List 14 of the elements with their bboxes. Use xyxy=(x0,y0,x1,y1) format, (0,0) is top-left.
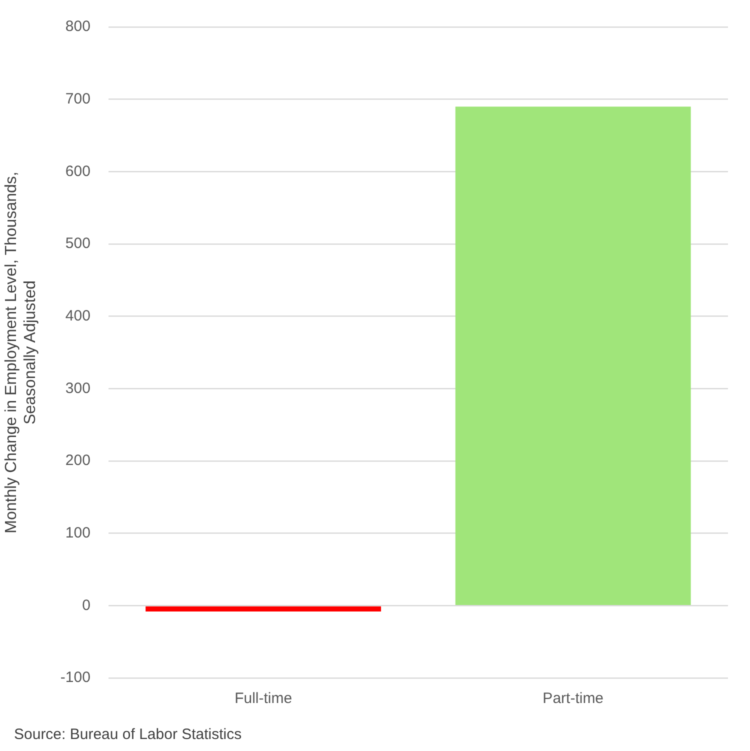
y-axis-title: Monthly Change in Employment Level, Thousands, Seasonally Adjusted xyxy=(3,172,40,534)
y-tick-label: 600 xyxy=(65,162,90,180)
y-tick-label: 800 xyxy=(65,18,90,36)
y-tick-label: 300 xyxy=(65,380,90,397)
y-tick-label: -100 xyxy=(60,669,90,686)
x-tick-label: Part-time xyxy=(542,690,604,708)
y-tick-label: 500 xyxy=(65,235,90,252)
y-tick-label: 700 xyxy=(65,90,90,108)
source-note: Source: Bureau of Labor Statistics xyxy=(14,726,242,743)
x-tick-label: Full-time xyxy=(234,690,292,708)
y-tick-label: 100 xyxy=(65,524,90,542)
y-tick-label: 200 xyxy=(65,452,90,470)
y-tick-label: 400 xyxy=(65,307,90,324)
y-tick-label: 0 xyxy=(82,596,90,614)
